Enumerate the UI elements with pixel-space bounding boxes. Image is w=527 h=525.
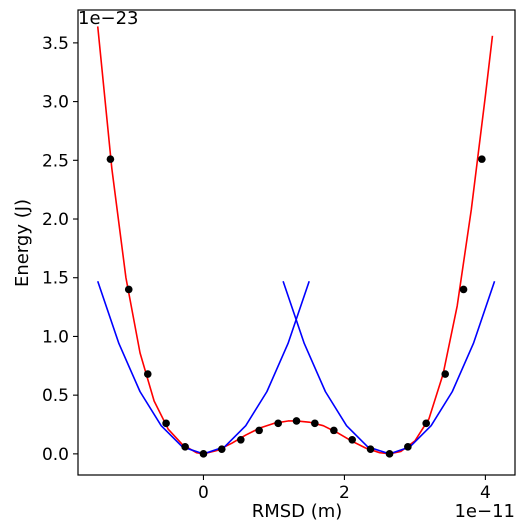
data-point [441,370,449,378]
fit-curve-line-1 [98,26,493,453]
y-offset-label: 1e−23 [78,8,139,29]
x-tick-label: 2 [339,483,350,503]
y-tick-label: 3.0 [42,93,69,113]
y-axis-ticks: 0.0 0.5 1.0 1.5 2.0 2.5 3.0 3.5 [42,34,78,465]
data-point [311,420,319,428]
data-point [125,286,133,294]
x-tick-label: 0 [198,483,209,503]
data-point [367,445,375,453]
x-tick-label: 4 [480,483,491,503]
y-axis-label: Energy (J) [12,199,33,287]
data-point [348,436,356,444]
data-point [330,427,338,435]
series-layer [98,26,495,457]
data-point [181,443,189,451]
data-point [478,155,486,163]
data-point [162,420,170,428]
y-tick-label: 2.5 [42,151,69,171]
y-tick-label: 0.0 [42,445,69,465]
harmonic-curve-line-2 [98,281,309,454]
data-point [237,436,245,444]
data-point [200,450,208,458]
data-point [218,445,226,453]
plot-frame [78,10,515,475]
x-axis-ticks: 0 2 4 [198,475,491,503]
y-tick-label: 1.5 [42,269,69,289]
data-point [386,450,394,458]
data-point [460,286,468,294]
data-point [293,417,301,425]
data-point [274,420,282,428]
y-tick-label: 2.0 [42,210,69,230]
data-point [144,370,152,378]
data-point [107,155,115,163]
x-offset-label: 1e−11 [454,501,515,522]
data-point [422,420,430,428]
y-tick-label: 0.5 [42,386,69,406]
data-point [404,443,412,451]
x-axis-label: RMSD (m) [252,501,343,522]
y-tick-label: 3.5 [42,34,69,54]
data-point [255,427,263,435]
y-tick-label: 1.0 [42,327,69,347]
harmonic-curve-line-3 [283,281,494,454]
